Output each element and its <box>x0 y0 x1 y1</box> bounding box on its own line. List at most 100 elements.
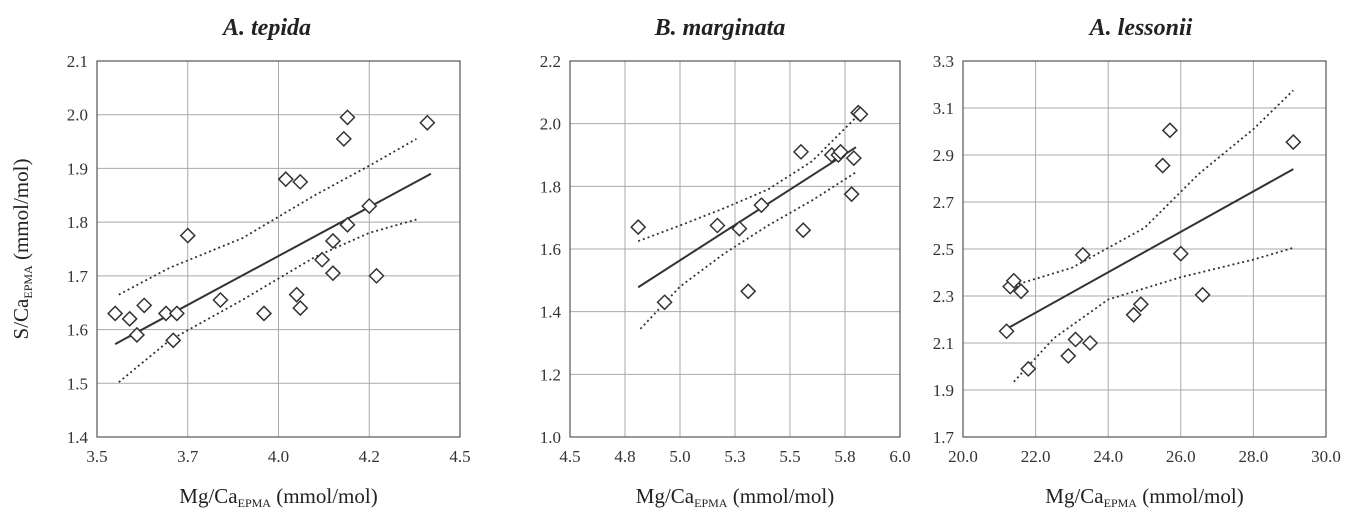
y-tick-label: 1.4 <box>540 303 562 322</box>
x-tick-label: 3.5 <box>86 447 107 466</box>
x-tick-label: 30.0 <box>1311 447 1341 466</box>
x-axis-label-subscript: EPMA <box>1104 496 1138 510</box>
data-point <box>1067 331 1084 348</box>
y-tick-label: 1.9 <box>67 159 88 178</box>
data-point <box>335 130 352 147</box>
x-tick-label: 4.5 <box>559 447 580 466</box>
confidence-band-upper <box>1013 89 1294 287</box>
data-point <box>255 305 273 322</box>
data-point <box>419 114 436 131</box>
y-tick-label: 1.7 <box>67 267 89 286</box>
data-point <box>277 171 294 188</box>
x-tick-label: 22.0 <box>1021 447 1051 466</box>
data-point <box>1074 246 1091 263</box>
data-point <box>740 283 757 300</box>
panel-2: 4.5 4.8 5.0 5.3 5.5 5.8 6.0 1.0 1.2 1.4 1.6 1.8 2.0 2… <box>540 15 911 510</box>
data-point <box>1285 134 1302 151</box>
data-point <box>1060 347 1077 364</box>
y-tick-label: 1.2 <box>540 365 561 384</box>
y-tick-label: 1.8 <box>67 213 88 232</box>
y-tick-label: 1.5 <box>67 374 88 393</box>
x-axis-label: Mg/CaEPMA (mmol/mol) <box>1045 484 1243 510</box>
regression-line <box>1006 168 1294 330</box>
x-axis-label-main: Mg/Ca <box>179 484 238 508</box>
x-tick-label: 5.0 <box>669 447 690 466</box>
x-axis-label-unit: (mmol/mol) <box>727 484 834 508</box>
y-axis-label-subscript: EPMA <box>21 265 35 299</box>
data-point <box>753 197 770 214</box>
regression-line <box>114 172 432 345</box>
x-tick-label: 28.0 <box>1239 447 1269 466</box>
y-axis-label-main: S/Ca <box>9 298 33 340</box>
x-tick-label: 26.0 <box>1166 447 1196 466</box>
y-tick-label: 2.1 <box>933 334 954 353</box>
plot-area <box>96 60 461 438</box>
regression-line <box>637 146 857 289</box>
y-tick-label: 2.0 <box>540 115 561 134</box>
confidence-band-lower <box>118 218 417 383</box>
x-axis-label-subscript: EPMA <box>694 496 728 510</box>
data-point <box>795 222 812 239</box>
data-point <box>128 326 145 344</box>
y-tick-label: 1.6 <box>540 240 561 259</box>
data-point <box>1172 245 1189 262</box>
x-tick-label: 4.5 <box>449 447 470 466</box>
data-point <box>165 332 182 349</box>
y-tick-label: 2.9 <box>933 146 954 165</box>
y-tick-label: 1.9 <box>933 381 954 400</box>
data-point <box>157 305 175 322</box>
x-axis-label-subscript: EPMA <box>238 496 272 510</box>
y-tick-label: 3.3 <box>933 52 954 71</box>
panel-title: B. marginata <box>654 15 786 41</box>
y-tick-label: 1.7 <box>933 428 955 447</box>
data-point <box>1154 157 1171 174</box>
y-tick-label: 2.7 <box>933 193 955 212</box>
y-tick-label: 1.6 <box>67 321 88 340</box>
x-tick-label: 5.3 <box>724 447 745 466</box>
data-point <box>630 219 647 236</box>
x-axis-label-main: Mg/Ca <box>636 484 695 508</box>
x-axis-label: Mg/CaEPMA (mmol/mol) <box>179 484 377 510</box>
data-point <box>792 143 810 160</box>
x-tick-label: 5.8 <box>834 447 855 466</box>
panel-1: 3.5 3.7 4.0 4.2 4.5 1.4 1.5 1.6 1.7 1.8 1.9 2.0 2.1 A… <box>9 15 471 510</box>
x-axis-label-unit: (mmol/mol) <box>1137 484 1244 508</box>
plot-area <box>569 60 901 438</box>
x-tick-label: 3.7 <box>177 447 199 466</box>
x-tick-label: 4.2 <box>359 447 380 466</box>
data-point <box>107 305 124 322</box>
data-point <box>324 232 342 250</box>
data-point <box>212 291 229 309</box>
data-point <box>1132 296 1149 313</box>
plot-area <box>962 60 1327 438</box>
y-tick-label: 2.1 <box>67 52 88 71</box>
data-point <box>288 286 305 303</box>
x-tick-label: 24.0 <box>1093 447 1123 466</box>
x-axis-label-main: Mg/Ca <box>1045 484 1104 508</box>
data-point <box>361 197 378 215</box>
x-axis-label-unit: (mmol/mol) <box>271 484 378 508</box>
data-point <box>292 173 309 190</box>
data-point <box>845 150 862 167</box>
confidence-band-upper <box>118 138 417 296</box>
data-point <box>1081 334 1099 352</box>
x-tick-label: 6.0 <box>889 447 910 466</box>
y-axis-label: S/CaEPMA (mmol/mol) <box>9 159 35 340</box>
x-axis-label: Mg/CaEPMA (mmol/mol) <box>636 484 834 510</box>
data-point <box>179 227 196 244</box>
data-point <box>168 305 185 322</box>
data-point <box>313 251 331 268</box>
data-point <box>731 220 748 237</box>
data-point <box>292 300 309 317</box>
data-point <box>339 109 356 126</box>
data-point <box>1194 286 1211 303</box>
data-point <box>998 323 1015 340</box>
y-tick-label: 2.2 <box>540 52 561 71</box>
panel-3: 20.0 22.0 24.0 26.0 28.0 30.0 1.7 1.9 2.1 2.3 2.5 2… <box>933 15 1341 510</box>
data-point <box>1161 122 1178 139</box>
data-point <box>1005 272 1022 289</box>
data-point <box>832 143 849 160</box>
x-tick-label: 4.0 <box>268 447 289 466</box>
y-tick-label: 1.0 <box>540 428 561 447</box>
